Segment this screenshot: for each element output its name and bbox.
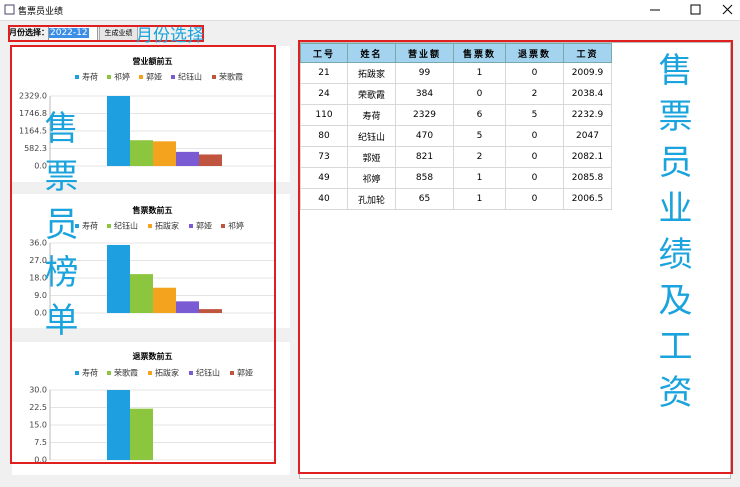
table-cell: 2082.1 (563, 146, 612, 168)
app-icon (4, 4, 15, 15)
legend-label: 纪钰山 (178, 72, 202, 82)
window-title: 售票员业绩 (18, 7, 64, 17)
maximize-button[interactable] (690, 4, 701, 15)
legend-label: 寿荷 (82, 368, 98, 378)
title-bar: 售票员业绩 (0, 0, 740, 21)
column-header: 工号 (300, 43, 348, 63)
table-cell: 2009.9 (563, 62, 612, 84)
y-tick-label: 15.0 (29, 421, 47, 430)
legend-swatch (171, 75, 175, 79)
legend-swatch (75, 224, 79, 228)
table-cell: 2006.5 (563, 188, 612, 210)
legend-label: 郭娅 (146, 72, 162, 82)
legend-label: 寿荷 (82, 221, 98, 231)
legend-label: 拓跋家 (155, 368, 179, 378)
annotation: 售票员榜单 (38, 110, 78, 350)
annotation: 月份选择 (136, 26, 204, 46)
y-tick-label: 7.5 (34, 438, 47, 447)
bar (130, 140, 153, 166)
y-tick-label: 22.5 (29, 403, 47, 412)
legend-swatch (148, 371, 152, 375)
legend-swatch (189, 224, 193, 228)
y-tick-label: 0.0 (34, 309, 47, 318)
table-row: 49 祁婷 858 1 0 2085.8 (300, 167, 612, 189)
table-row: 21 拓跋家 99 1 0 2009.9 (300, 62, 612, 84)
legend-label: 纪钰山 (196, 368, 220, 378)
legend-swatch (75, 75, 79, 79)
legend-swatch (221, 224, 225, 228)
legend-label: 寿荷 (82, 72, 98, 82)
chart-title: 营业额前五 (133, 56, 173, 66)
legend-swatch (107, 224, 111, 228)
legend-label: 荣歌霞 (114, 368, 138, 378)
y-tick-label: 36.0 (29, 239, 47, 248)
bar (130, 274, 153, 313)
legend-swatch (75, 371, 79, 375)
y-tick-label: 0.0 (34, 456, 47, 465)
y-tick-label: 582.3 (24, 144, 47, 153)
header-row: 工号 姓名 营业额 售票数 退票数 工资 (300, 43, 612, 63)
highlight-box (8, 25, 204, 42)
bar (199, 154, 222, 166)
close-button[interactable] (722, 4, 733, 15)
month-value: 2022-12 (49, 28, 89, 38)
legend-label: 纪钰山 (114, 221, 138, 231)
bar (176, 151, 199, 166)
legend-swatch (107, 75, 111, 79)
legend-swatch (107, 371, 111, 375)
legend-label: 拓跋家 (155, 221, 179, 231)
y-tick-label: 1746.8 (19, 109, 47, 118)
chart-title: 售票数前五 (132, 205, 173, 215)
highlight-box (298, 40, 733, 474)
annotation: 售票员业绩及工资 (652, 52, 692, 420)
legend-label: 郭娅 (196, 221, 212, 231)
legend-label: 荣歌霞 (219, 72, 243, 82)
legend-swatch (230, 371, 234, 375)
salary-table-panel: 工号 姓名 营业额 售票数 退票数 工资 21 拓跋家 99 1 0 2009.9 24 荣歌霞 384 0… (299, 42, 731, 479)
bar (199, 309, 222, 313)
y-tick-label: 30.0 (29, 386, 47, 395)
table-row: 40 孔加轮 65 1 0 2006.5 (300, 188, 612, 210)
legend-label: 郭娅 (237, 368, 253, 378)
bar (153, 287, 176, 313)
legend-swatch (189, 371, 193, 375)
highlight-box (10, 45, 276, 464)
legend-label: 祁婷 (114, 72, 130, 82)
column-header: 姓名 (347, 43, 396, 63)
legend-label: 祁婷 (228, 221, 244, 231)
bar (153, 141, 176, 166)
y-tick-label: 9.0 (34, 291, 47, 300)
column-header: 营业额 (395, 43, 454, 63)
table-row: 80 纪钰山 470 5 0 2047 (300, 125, 612, 147)
title-bar-icons (4, 4, 733, 15)
legend-swatch (148, 224, 152, 228)
chart-title: 退票数前五 (133, 351, 173, 361)
salary-table: 工号 姓名 营业额 售票数 退票数 工资 21 拓跋家 99 1 0 2009.9 24 荣歌霞 384 0… (300, 43, 612, 210)
table-cell: 0 (505, 188, 564, 210)
bar (176, 301, 199, 313)
bar (130, 408, 153, 460)
legend-swatch (212, 75, 216, 79)
y-tick-label: 0.0 (34, 162, 47, 171)
y-tick-label: 2329.0 (19, 92, 47, 101)
legend-swatch (139, 75, 143, 79)
month-label: 月份选择： (9, 28, 49, 37)
table-row: 110 寿荷 2329 6 5 2232.9 (300, 104, 612, 126)
y-tick-label: 18.0 (29, 274, 47, 283)
bar (107, 390, 130, 460)
column-header: 退票数 (505, 43, 564, 63)
bar (107, 244, 130, 313)
y-tick-label: 1164.5 (19, 127, 47, 136)
column-header: 售票数 (453, 43, 506, 63)
y-tick-label: 27.0 (29, 256, 47, 265)
bar (107, 96, 130, 166)
